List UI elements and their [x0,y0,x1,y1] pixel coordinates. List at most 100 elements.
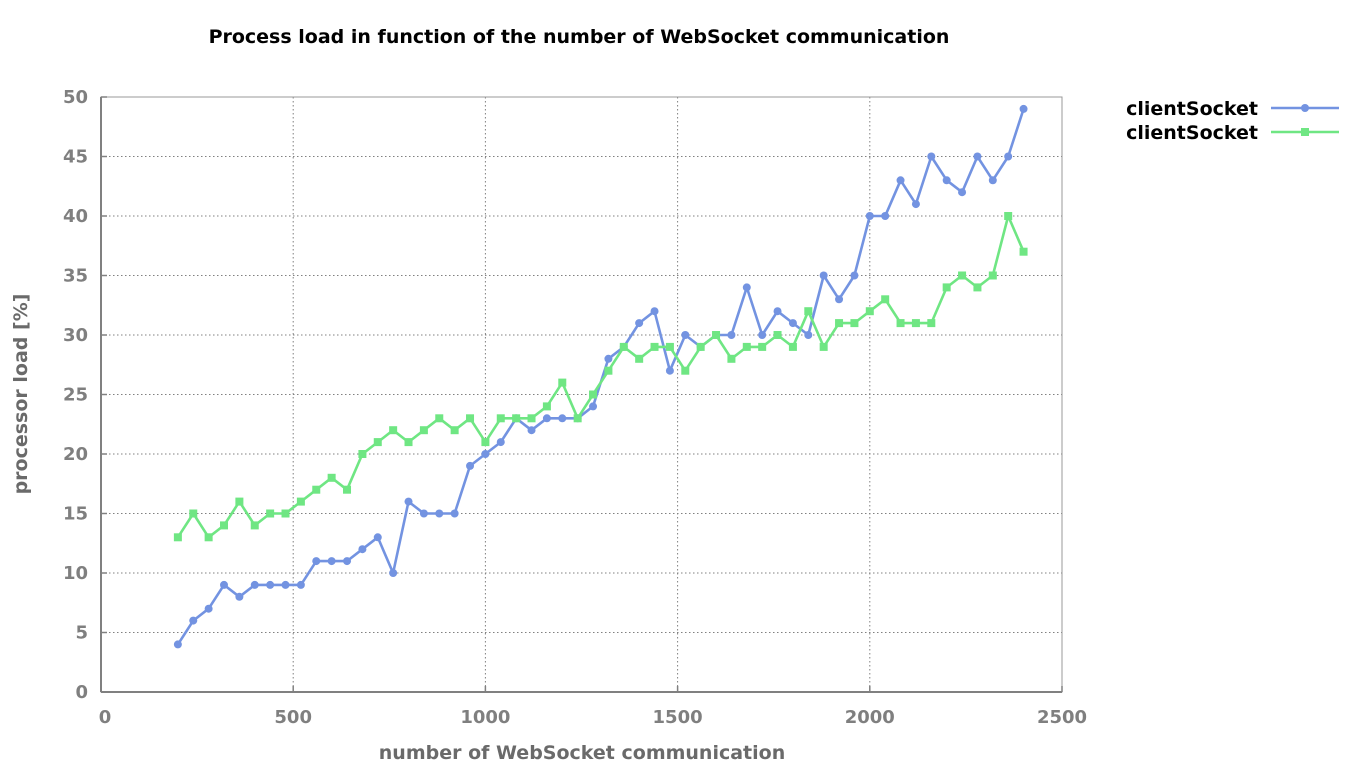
data-point [835,295,844,304]
data-point [712,331,721,339]
data-point [266,509,275,518]
legend-item: clientSocket [1126,98,1339,120]
data-point [450,426,459,435]
data-point [343,485,352,494]
data-point [512,414,521,423]
data-point [927,319,936,328]
data-point [266,580,275,589]
data-point [189,616,198,625]
data-point [296,497,305,506]
legend-label: clientSocket [1126,98,1258,120]
data-point [973,152,982,161]
data-point [865,307,874,316]
data-point [973,283,982,292]
data-point [727,331,736,339]
x-axis-label: number of WebSocket communication [379,742,785,764]
series-line [176,214,1025,539]
data-point [727,354,736,363]
data-point [988,176,997,185]
y-tick-label: 15 [63,504,88,525]
data-point [173,533,182,542]
data-point [220,580,229,589]
y-tick-label: 45 [63,147,88,168]
data-point [527,414,536,423]
data-point [173,640,182,649]
data-point [435,509,444,518]
data-point [481,450,490,458]
data-point [419,509,428,518]
data-point [327,557,336,566]
data-point [589,390,598,399]
data-point [604,354,613,363]
y-tick-label: 5 [75,623,88,644]
data-point [481,438,490,447]
x-tick-label: 2500 [1037,707,1087,728]
data-point [896,319,905,328]
data-point [835,319,844,328]
data-point [773,307,782,316]
data-point [235,592,244,601]
y-tick-label: 10 [63,563,88,584]
data-point [911,319,920,328]
x-tick-label: 2000 [845,707,895,728]
data-point [389,569,398,577]
data-point [542,402,551,411]
x-tick-label: 500 [274,707,312,728]
data-point [804,331,813,339]
chart-title: Process load in function of the number o… [209,26,950,48]
y-tick-label: 0 [75,682,88,703]
data-point [804,307,813,316]
data-point [635,319,644,328]
data-point [758,342,767,351]
data-point [1004,152,1013,161]
data-point [619,342,628,351]
legend-marker [1301,104,1309,112]
data-point [911,200,920,209]
data-point [435,414,444,423]
data-point [927,152,936,161]
data-point [358,450,367,458]
data-point [958,188,967,197]
data-point [281,509,290,518]
data-point [896,176,905,185]
data-point [250,521,259,530]
y-tick-label: 30 [63,325,88,346]
legend-marker [1301,128,1309,136]
data-point [881,295,890,304]
data-point [558,378,567,387]
data-point [450,509,459,518]
data-point [419,426,428,435]
x-tick-label: 1500 [653,707,703,728]
data-point [1004,212,1013,220]
y-tick-label: 20 [63,444,88,465]
data-point [496,438,505,447]
data-point [312,557,321,566]
data-point [189,509,198,518]
data-point [327,473,336,482]
legend-label: clientSocket [1126,122,1258,144]
data-point [850,271,859,280]
ticks: 0 500 1000 1500 2000 2500 0 5 10 15 20 25 30 35 40 45 50 [63,87,1087,728]
data-point [204,533,213,542]
data-point [788,319,797,328]
data-point [404,497,413,506]
y-tick-label: 40 [63,206,88,227]
data-point [404,438,413,447]
y-tick-label: 50 [63,87,88,108]
data-point [373,533,382,542]
data-point [496,414,505,423]
data-point [681,366,690,375]
data-point [312,485,321,494]
data-point [389,426,398,435]
data-point [373,438,382,447]
data-point [1019,247,1028,256]
data-point [881,212,890,220]
data-point [850,319,859,328]
x-tick-label: 1000 [460,707,510,728]
data-point [235,497,244,506]
data-point [589,402,598,411]
data-point [958,271,967,280]
data-point [343,557,352,566]
